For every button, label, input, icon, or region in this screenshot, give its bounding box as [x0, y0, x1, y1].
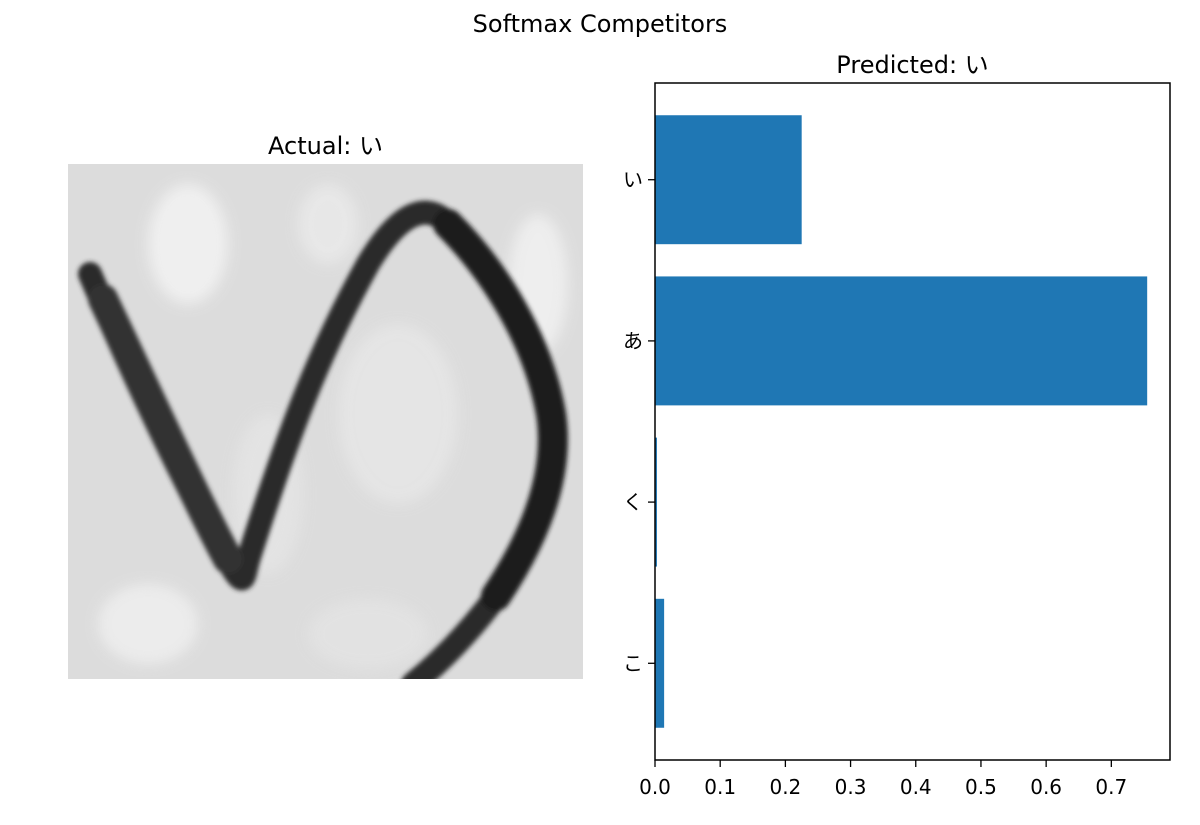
x-tick-label-1: 0.1 [704, 775, 736, 799]
bar-3 [655, 598, 665, 728]
y-tick-label-2: く [623, 490, 643, 514]
chart-title: Predicted: い [836, 51, 989, 79]
x-tick-label-2: 0.2 [769, 775, 801, 799]
x-tick-label-4: 0.4 [900, 775, 932, 799]
plot-frame [654, 82, 1171, 761]
bar-2 [655, 437, 657, 567]
figure-suptitle: Softmax Competitors [472, 10, 728, 38]
y-tick-label-3: こ [623, 651, 643, 675]
bar-1 [655, 276, 1148, 406]
x-tick-label-6: 0.6 [1030, 775, 1062, 799]
x-tick-label-5: 0.5 [965, 775, 997, 799]
x-tick-label-7: 0.7 [1095, 775, 1127, 799]
y-tick-label-1: あ [623, 329, 643, 353]
bar-0 [655, 115, 802, 245]
y-tick-label-0: い [623, 168, 643, 192]
x-tick-label-3: 0.3 [835, 775, 867, 799]
x-tick-label-0: 0.0 [639, 775, 671, 799]
character-image [68, 164, 583, 679]
image-panel-title: Actual: い [268, 132, 383, 160]
